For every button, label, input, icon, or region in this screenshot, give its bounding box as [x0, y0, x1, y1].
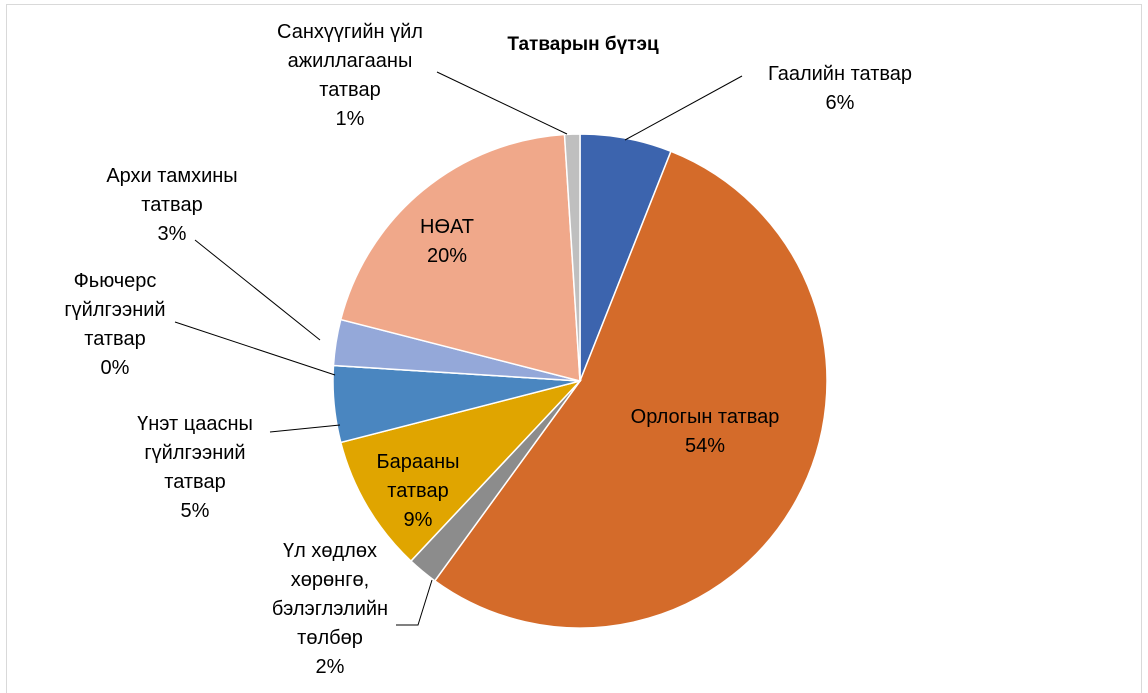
slice-name: Үнэт цаасны гүйлгээний татвар: [137, 413, 253, 493]
leader-line: [396, 579, 433, 626]
slice-percent: 54%: [684, 435, 726, 457]
slice-percent: 0%: [100, 357, 130, 379]
slice-percent: 3%: [157, 223, 187, 245]
slice-name: Гаалийн татвар: [768, 63, 912, 85]
data-label: Гаалийн татвар 6%: [730, 60, 950, 118]
slice-percent: 2%: [315, 656, 345, 678]
leader-line: [624, 75, 743, 141]
leader-line: [269, 424, 341, 433]
leader-line: [174, 321, 336, 376]
chart-title: Татварын бүтэц: [507, 34, 659, 55]
chart-frame: [6, 4, 1142, 693]
slice-name: Барааны татвар: [376, 451, 460, 502]
data-label: Үл хөдлөх хөрөнгө, бэлэглэлийн төлбөр 2%: [230, 537, 430, 682]
slice-percent: 1%: [335, 108, 365, 130]
data-label: НӨАТ 20%: [387, 213, 507, 271]
data-label: Үнэт цаасны гүйлгээний татвар 5%: [85, 410, 305, 526]
data-label: Барааны татвар 9%: [353, 448, 483, 535]
data-label: Санхүүгийн үйл ажиллагааны татвар 1%: [240, 18, 460, 134]
slice-name: Орлогын татвар: [630, 406, 780, 428]
slice-percent: 5%: [180, 500, 210, 522]
pie-slice: [339, 379, 583, 563]
leader-line: [436, 71, 568, 135]
slice-name: Үл хөдлөх хөрөнгө, бэлэглэлийн төлбөр: [271, 540, 389, 649]
data-label: Фьючерс гүйлгээний татвар 0%: [35, 267, 195, 383]
slice-percent: 20%: [426, 245, 468, 267]
slice-name: НӨАТ: [420, 216, 474, 238]
slice-name: Архи тамхины татвар: [106, 165, 238, 216]
slice-percent: 9%: [403, 509, 433, 531]
pie-slice: [339, 133, 581, 382]
slice-name: Санхүүгийн үйл ажиллагааны татвар: [277, 21, 423, 101]
data-label: Архи тамхины татвар 3%: [72, 162, 272, 249]
pie-slice: [433, 150, 828, 629]
slice-name: Фьючерс гүйлгээний татвар: [64, 270, 166, 350]
pie-slice: [563, 133, 581, 382]
leader-line: [194, 239, 321, 341]
data-label: Орлогын татвар 54%: [585, 403, 825, 461]
slice-percent: 6%: [825, 92, 855, 114]
